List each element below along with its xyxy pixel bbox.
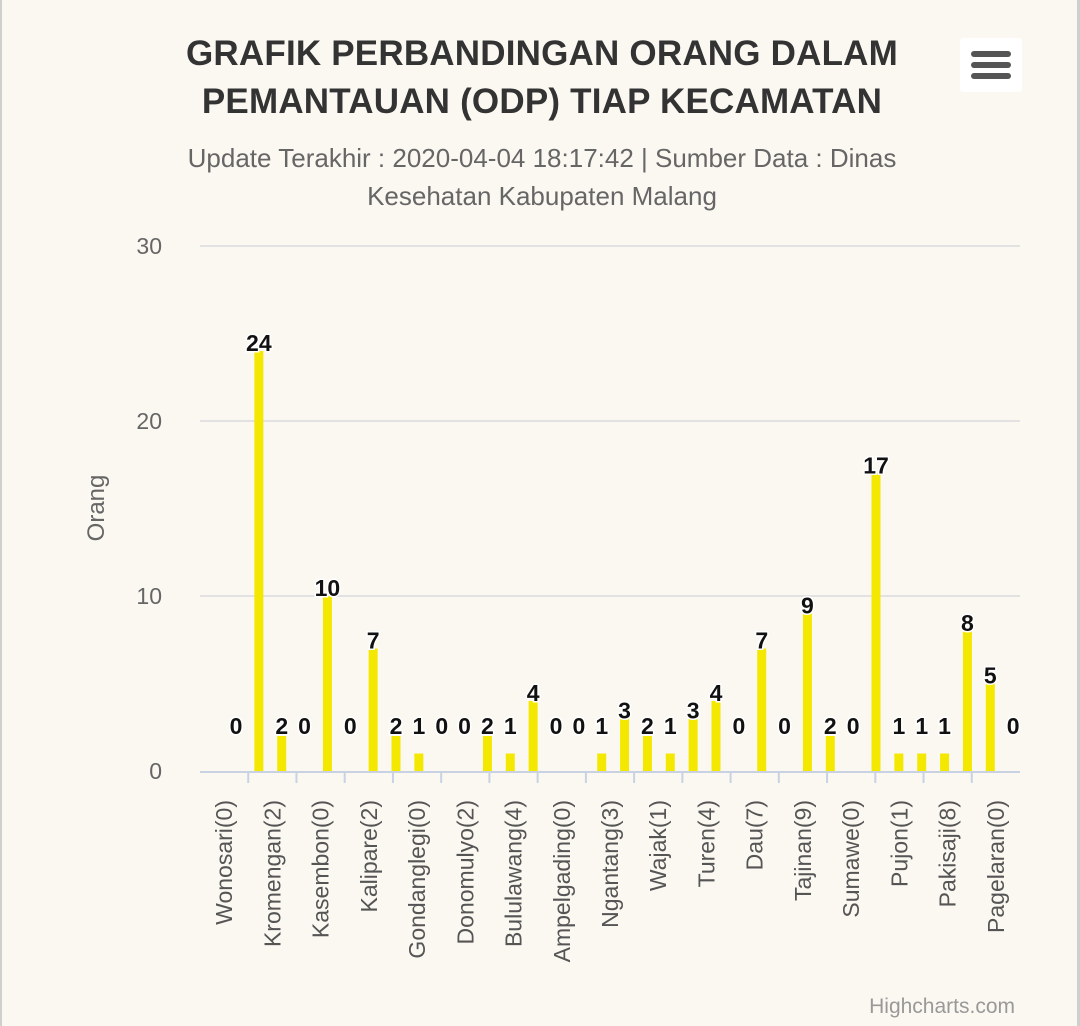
data-label: 8 (961, 610, 974, 636)
x-tick-label: Pujon(1) (886, 800, 912, 887)
chart-title-line-1: GRAFIK PERBANDINGAN ORANG DALAM (185, 34, 898, 73)
data-label: 2 (481, 713, 494, 739)
x-tick-label: Ngantang(3) (597, 800, 623, 928)
data-label: 3 (618, 698, 631, 724)
data-label: 0 (458, 713, 471, 739)
data-label: 1 (595, 713, 608, 739)
data-label: 7 (755, 628, 768, 654)
data-label: 0 (732, 713, 745, 739)
y-tick-label: 30 (136, 233, 162, 259)
bar (528, 701, 538, 771)
data-label: 4 (710, 680, 723, 706)
x-tick-label: Dau(7) (742, 800, 768, 870)
data-label: 5 (984, 663, 997, 689)
y-tick-label: 10 (136, 583, 162, 609)
data-label: 0 (435, 713, 448, 739)
data-label: 0 (230, 713, 243, 739)
data-label: 7 (367, 628, 380, 654)
x-tick-label: Donomulyo(2) (452, 800, 478, 944)
data-label: 4 (527, 680, 540, 706)
data-label: 2 (824, 713, 837, 739)
bar (802, 613, 812, 771)
bar (962, 631, 972, 771)
data-label: 0 (298, 713, 311, 739)
bar (871, 473, 881, 771)
x-tick-label: Sumawe(0) (838, 800, 864, 918)
data-label: 10 (315, 575, 341, 601)
x-tick-label: Pakisaji(8) (935, 800, 961, 907)
bar (825, 736, 835, 771)
bar (642, 736, 652, 771)
data-label: 0 (778, 713, 791, 739)
y-axis-title: Orang (83, 475, 110, 542)
x-tick-label: Gondanglegi(0) (404, 800, 430, 959)
x-tick-label: Kalipare(2) (356, 800, 382, 913)
bar (620, 718, 630, 771)
data-label: 9 (801, 593, 814, 619)
bar (597, 753, 607, 771)
x-tick-label: Wonosari(0) (211, 800, 237, 925)
chart-title: GRAFIK PERBANDINGAN ORANG DALAM PEMANTAU… (122, 30, 962, 126)
x-tick-label: Bululawang(4) (501, 800, 527, 947)
data-label: 1 (664, 713, 677, 739)
data-label: 3 (687, 698, 700, 724)
bar (391, 736, 401, 771)
bar (894, 753, 904, 771)
data-label: 2 (390, 713, 403, 739)
data-label: 2 (641, 713, 654, 739)
chart-subtitle-line-2: Kesehatan Kabupaten Malang (367, 181, 717, 211)
bar (322, 596, 332, 771)
data-label: 0 (1007, 713, 1020, 739)
credits-link[interactable]: Highcharts.com (869, 995, 1015, 1018)
bar (917, 753, 927, 771)
chart-subtitle: Update Terakhir : 2020-04-04 18:17:42 | … (102, 139, 982, 215)
bar (688, 718, 698, 771)
x-tick-label: Turen(4) (693, 800, 719, 887)
data-label: 1 (412, 713, 425, 739)
data-label: 1 (504, 713, 517, 739)
data-label: 2 (275, 713, 288, 739)
data-label: 1 (915, 713, 928, 739)
y-tick-label: 20 (136, 408, 162, 434)
bar (277, 736, 287, 771)
data-label: 0 (550, 713, 563, 739)
x-tick-label: Kasembon(0) (308, 800, 334, 938)
data-label: 0 (344, 713, 357, 739)
chart-title-line-2: PEMANTAUAN (ODP) TIAP KECAMATAN (201, 82, 883, 121)
bar (985, 683, 995, 771)
data-label: 1 (938, 713, 951, 739)
x-tick-label: Kromengan(2) (259, 800, 285, 947)
data-label: 17 (863, 453, 889, 479)
data-label: 0 (572, 713, 585, 739)
x-tick-label: Ampelgading(0) (549, 800, 575, 962)
data-label: 24 (246, 330, 272, 356)
bar (940, 753, 950, 771)
x-tick-label: Tajinan(9) (790, 800, 816, 901)
x-tick-label: Pagelaran(0) (983, 800, 1009, 933)
data-label: 0 (847, 713, 860, 739)
chart-subtitle-line-1: Update Terakhir : 2020-04-04 18:17:42 | … (187, 143, 897, 173)
x-tick-label: Wajak(1) (645, 800, 671, 891)
chart-menu-button[interactable] (960, 38, 1022, 92)
y-tick-label: 0 (149, 758, 162, 784)
bar (368, 648, 378, 771)
bar (757, 648, 767, 771)
bar (711, 701, 721, 771)
bar (254, 351, 264, 771)
data-label: 1 (892, 713, 905, 739)
bar (665, 753, 675, 771)
bar (414, 753, 424, 771)
bar (505, 753, 515, 771)
bar (482, 736, 492, 771)
